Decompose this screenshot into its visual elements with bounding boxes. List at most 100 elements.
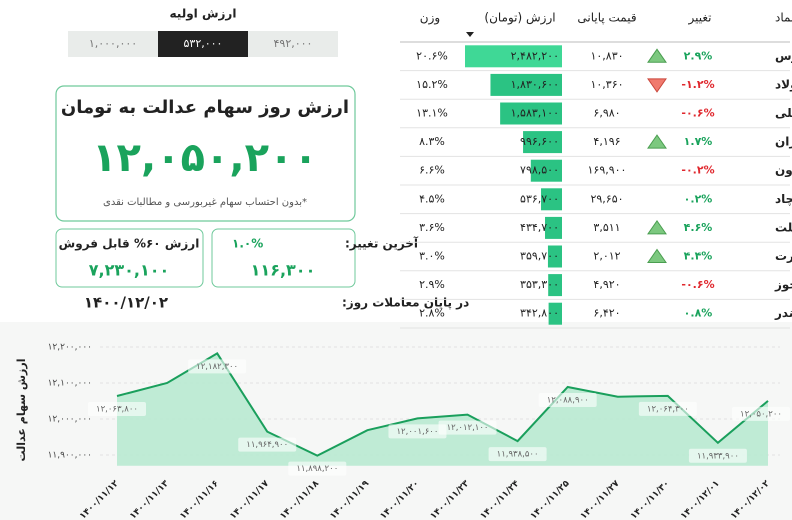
sellable-label: ارزش ۶۰% قابل فروش (59, 237, 200, 252)
price: ۲,۰۱۲ (593, 250, 620, 263)
change: ۰.۲% (684, 192, 713, 205)
stocks-table: نماد تغییر قیمت پایانی ارزش (تومان) وزن فارس ۲… (400, 11, 792, 329)
weight: ۱۵.۲% (416, 78, 448, 91)
y-tick-label: ۱۱,۹۰۰,۰۰۰ (48, 451, 92, 461)
price: ۶,۴۲۰ (593, 307, 620, 320)
segment-label[interactable]: ۴۹۲,۰۰۰ (274, 37, 313, 50)
weight: ۴.۵% (419, 192, 445, 205)
segment[interactable] (68, 31, 158, 57)
value-label: ۷۹۸,۵۰۰ (520, 164, 559, 177)
value-label: ۱۲,۰۶۴,۳۰۰ (647, 404, 689, 414)
weight: ۶.۶% (419, 164, 445, 177)
column-header: وزن (420, 11, 440, 26)
value-label: ۱۲,۰۸۸,۹۰۰ (547, 395, 589, 405)
value-label-box (388, 424, 447, 439)
value-label: ۱۲,۰۱۲,۱۰۰ (447, 423, 489, 433)
change: -۱.۲% (681, 78, 714, 91)
last-change-amount: ۱۱۶,۳۰۰ (251, 261, 316, 280)
summary-note: *بدون احتساب سهام غیربورسی و مطالبات نقد… (103, 197, 307, 208)
symbol: کچاد (775, 192, 792, 206)
closing-date: ۱۴۰۰/۱۲/۰۲ (84, 294, 168, 312)
y-tick-label: ۱۲,۰۰۰,۰۰۰ (48, 415, 92, 425)
change: ۴.۶% (684, 221, 713, 234)
symbol: فارس (775, 49, 792, 63)
closing-label: در پایان معاملات روز: (342, 296, 469, 311)
symbol: وتجارت (775, 249, 792, 264)
price: ۱۶۹,۹۰۰ (588, 164, 627, 177)
symbol: وبملت (775, 220, 792, 235)
sort-indicator (466, 32, 474, 37)
y-tick-label: ۱۲,۲۰۰,۰۰۰ (48, 343, 92, 353)
value-label: ۱۱,۹۳۳,۹۰۰ (697, 451, 739, 461)
last-change-label: آخرین تغییر: (345, 236, 419, 251)
change: -۰.۲% (681, 164, 714, 177)
symbol: شبندر (774, 306, 792, 320)
up-arrow (647, 248, 667, 263)
symbol: شتران (775, 135, 792, 149)
value-label-box (638, 401, 697, 416)
value-label: ۵۳۶,۷۰۰ (520, 192, 559, 205)
segment-label[interactable]: ۵۳۲,۰۰۰ (184, 37, 223, 50)
value-label: ۲,۴۸۲,۲۰۰ (511, 49, 559, 62)
summary-title: ارزش روز سهام عدالت به تومان (61, 97, 349, 118)
price: ۴,۱۹۶ (593, 135, 620, 148)
value-label-box (188, 359, 247, 374)
initial-value-title: ارزش اولیه (170, 7, 237, 22)
change: ۱.۷% (684, 135, 713, 148)
value-label: ۱۲,۰۶۳,۸۰۰ (96, 405, 138, 415)
value-bar (541, 188, 562, 211)
value-label-box (238, 437, 297, 452)
change: ۰.۸% (684, 307, 713, 320)
down-arrow (647, 78, 667, 93)
weight: ۳.۶% (419, 221, 445, 234)
last-change-card (211, 228, 356, 288)
value-label-box (488, 447, 547, 462)
value-label: ۱۱,۹۳۸,۵۰۰ (497, 450, 539, 460)
change: ۲.۹% (684, 49, 713, 62)
value-bar (545, 216, 562, 239)
price: ۱۰,۳۶۰ (590, 78, 623, 91)
up-arrow (647, 220, 667, 235)
value-bar (547, 245, 562, 268)
value-label: ۱۲,۰۵۰,۲۰۰ (740, 409, 782, 419)
up-arrow (647, 48, 667, 63)
value-label: ۱۱,۹۶۴,۹۰۰ (246, 440, 288, 450)
value-label: ۱,۵۸۳,۱۰۰ (511, 107, 559, 120)
value-label: ۳۵۳,۳۰۰ (520, 278, 559, 291)
value-bar (530, 159, 562, 182)
column-header: ارزش (تومان) (484, 11, 555, 26)
value-label-box (288, 461, 347, 476)
value-label: ۱۲,۱۸۲,۳۰۰ (196, 362, 238, 372)
value-label-box (688, 448, 747, 463)
summary-card (55, 85, 356, 222)
price: ۴,۹۲۰ (593, 278, 620, 291)
segment-label[interactable]: ۱,۰۰۰,۰۰۰ (89, 37, 137, 50)
change: -۰.۶% (681, 107, 714, 120)
symbol: مارون (775, 163, 792, 178)
value-label: ۳۴۲,۸۰۰ (520, 307, 559, 320)
symbol: فخوز (774, 278, 792, 293)
y-tick-label: ۱۲,۱۰۰,۰۰۰ (48, 379, 92, 389)
weight: ۸.۳% (419, 135, 445, 148)
segment[interactable] (158, 31, 248, 57)
value-label-box (732, 406, 790, 421)
price: ۱۰,۸۳۰ (590, 49, 623, 62)
value-label: ۴۳۴,۷۰۰ (520, 221, 559, 234)
weight: ۱۳.۱% (416, 107, 448, 120)
summary-value: ۱۲,۰۵۰,۲۰۰ (92, 135, 318, 181)
segmented-control: ۱,۰۰۰,۰۰۰ ۵۳۲,۰۰۰ ۴۹۲,۰۰۰ (68, 31, 338, 57)
symbol: فولاد (775, 77, 792, 92)
column-header: قیمت پایانی (577, 11, 636, 25)
value-bar (523, 131, 562, 154)
change: ۴.۴% (684, 250, 713, 263)
price: ۲۹,۶۵۰ (590, 192, 623, 205)
column-header: تغییر (688, 11, 712, 26)
up-arrow (647, 134, 667, 149)
value-label: ۹۹۶,۶۰۰ (520, 135, 559, 148)
weight: ۳.۰% (419, 250, 445, 263)
value-label: ۱,۸۳۰,۶۰۰ (511, 78, 559, 91)
weight: ۲.۸% (419, 307, 445, 320)
value-bar (500, 102, 562, 125)
segment[interactable] (248, 31, 338, 57)
